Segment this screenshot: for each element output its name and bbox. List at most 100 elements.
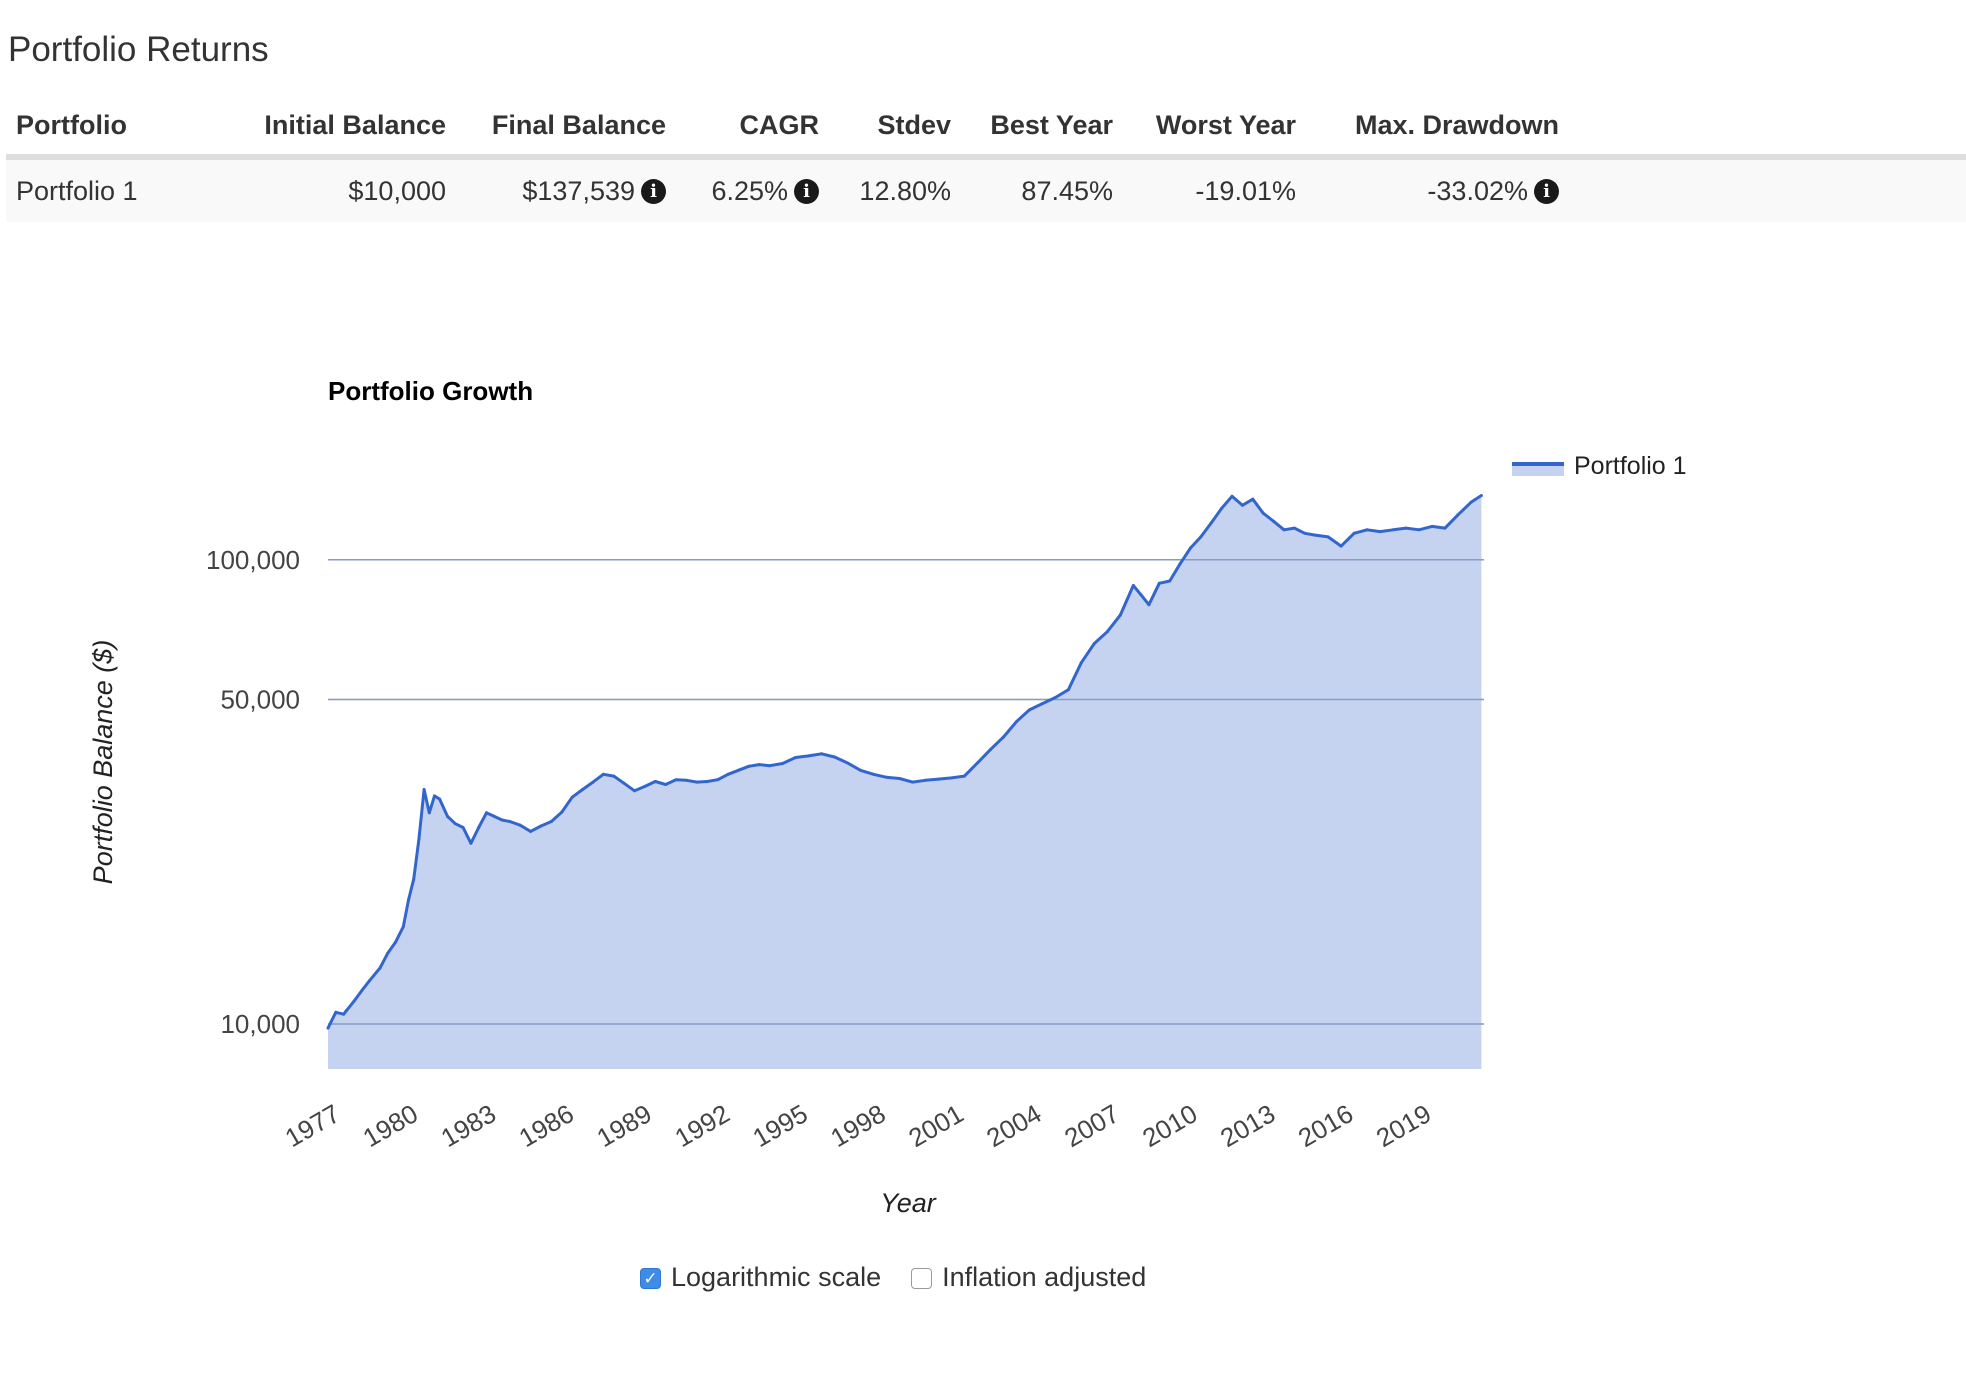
data-point <box>1292 526 1296 530</box>
data-point <box>446 814 449 818</box>
data-point <box>653 780 657 783</box>
data-point <box>417 837 421 841</box>
data-point <box>407 898 410 902</box>
data-point <box>622 781 626 785</box>
data-point <box>453 822 457 826</box>
data-point <box>326 1026 330 1030</box>
final-balance-value: $137,539 <box>522 175 635 206</box>
data-point <box>438 797 442 801</box>
data-point <box>342 1012 346 1016</box>
x-tick-label: 2010 <box>1137 1098 1202 1153</box>
data-point <box>386 951 390 955</box>
data-point <box>962 774 966 778</box>
data-point <box>1456 513 1460 517</box>
portfolio-returns-table: Portfolio Initial Balance Final Balance … <box>6 96 1966 222</box>
cell-worst-year: -19.01% <box>1123 157 1306 222</box>
data-point <box>427 811 431 815</box>
data-point <box>726 772 730 776</box>
log-scale-toggle[interactable]: ✓ Logarithmic scale <box>640 1262 881 1293</box>
data-point <box>477 826 481 829</box>
data-point <box>1282 528 1286 532</box>
data-point <box>1209 521 1213 525</box>
data-point <box>736 768 740 772</box>
column-header-portfolio: Portfolio <box>6 96 236 160</box>
log-scale-checkbox[interactable]: ✓ <box>640 1268 661 1289</box>
log-scale-label: Logarithmic scale <box>671 1262 882 1292</box>
data-point <box>401 925 405 929</box>
column-header-initial-balance: Initial Balance <box>236 96 456 160</box>
data-point <box>1251 497 1255 501</box>
info-icon[interactable]: i <box>641 178 666 204</box>
data-point <box>1352 531 1356 535</box>
chart-legend[interactable]: Portfolio 1 <box>1512 452 1687 480</box>
data-point <box>591 780 595 784</box>
series-points <box>326 494 1483 1030</box>
data-point <box>1272 519 1276 523</box>
data-point <box>975 761 979 765</box>
data-point <box>394 940 397 944</box>
x-tick-label: 1989 <box>592 1098 657 1153</box>
data-point <box>1157 581 1161 585</box>
inflation-adjusted-toggle[interactable]: Inflation adjusted <box>911 1262 1146 1293</box>
data-point <box>433 794 436 798</box>
data-point <box>461 826 465 829</box>
data-point <box>1053 696 1057 699</box>
table-header-row: Portfolio Initial Balance Final Balance … <box>6 96 1966 160</box>
data-point <box>581 788 585 791</box>
data-point <box>807 754 811 758</box>
data-point <box>1469 500 1473 504</box>
data-point <box>560 810 564 814</box>
data-point <box>422 788 426 791</box>
y-tick-label: 50,000 <box>220 685 300 715</box>
x-tick-label: 1983 <box>436 1098 501 1153</box>
data-point <box>412 877 416 881</box>
column-header-final-balance: Final Balance <box>456 96 676 160</box>
data-point <box>1391 528 1395 532</box>
data-point <box>674 778 678 782</box>
data-point <box>334 1010 338 1014</box>
data-point <box>747 764 751 768</box>
data-point <box>1147 603 1151 607</box>
cell-initial-balance: $10,000 <box>236 157 456 222</box>
data-point <box>612 774 616 778</box>
data-point <box>1443 526 1447 530</box>
y-tick-label: 100,000 <box>206 545 300 575</box>
data-point <box>833 755 837 759</box>
data-point <box>950 776 953 780</box>
data-point <box>549 820 553 823</box>
data-point <box>768 764 772 768</box>
info-icon[interactable]: i <box>794 178 819 204</box>
x-tick-label: 1977 <box>280 1098 345 1153</box>
data-point <box>529 829 533 833</box>
x-tick-label: 2001 <box>903 1098 968 1153</box>
data-point <box>1040 702 1044 706</box>
data-point <box>1417 528 1421 532</box>
data-point <box>781 762 785 765</box>
data-point <box>518 823 522 827</box>
x-tick-label: 2016 <box>1293 1098 1358 1153</box>
data-point <box>664 783 668 786</box>
column-header-stdev: Stdev <box>829 96 961 160</box>
max-drawdown-value: -33.02% <box>1427 175 1528 206</box>
chart-title: Portfolio Growth <box>328 376 533 406</box>
data-point <box>1199 535 1203 539</box>
data-point <box>872 772 875 776</box>
data-point <box>1339 544 1343 548</box>
data-point <box>1178 562 1182 566</box>
x-tick-label: 2019 <box>1371 1098 1436 1153</box>
data-point <box>757 763 761 767</box>
data-point <box>1189 546 1192 550</box>
data-point <box>1168 579 1172 583</box>
info-icon[interactable]: i <box>1534 178 1559 204</box>
table-row: Portfolio 1 $10,000 $137,539 i 6.25% i 12.… <box>6 157 1966 222</box>
data-point <box>601 772 605 776</box>
x-axis-ticks: 1977 1980 1983 1986 1989 1992 1995 1998 2001 2004… <box>280 1098 1436 1153</box>
y-axis-ticks: 10,000 50,000 100,000 <box>206 545 300 1039</box>
data-point <box>859 768 862 772</box>
column-header-cagr: CAGR <box>676 96 829 160</box>
cell-portfolio: Portfolio 1 <box>6 157 236 222</box>
data-point <box>1139 593 1143 597</box>
inflation-adjusted-checkbox[interactable] <box>911 1268 933 1289</box>
legend-label-portfolio-1[interactable]: Portfolio 1 <box>1574 452 1687 480</box>
